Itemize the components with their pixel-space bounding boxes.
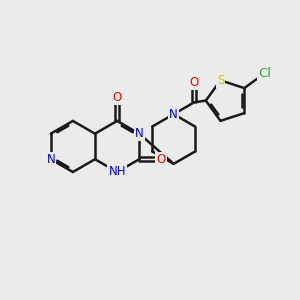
Text: NH: NH	[108, 166, 126, 178]
Text: O: O	[190, 76, 199, 89]
Text: N: N	[169, 108, 178, 121]
Text: O: O	[112, 92, 122, 104]
Text: Cl: Cl	[259, 67, 272, 80]
Text: S: S	[217, 74, 224, 87]
Text: N: N	[135, 127, 144, 140]
Text: N: N	[46, 153, 55, 166]
Text: O: O	[156, 153, 166, 166]
